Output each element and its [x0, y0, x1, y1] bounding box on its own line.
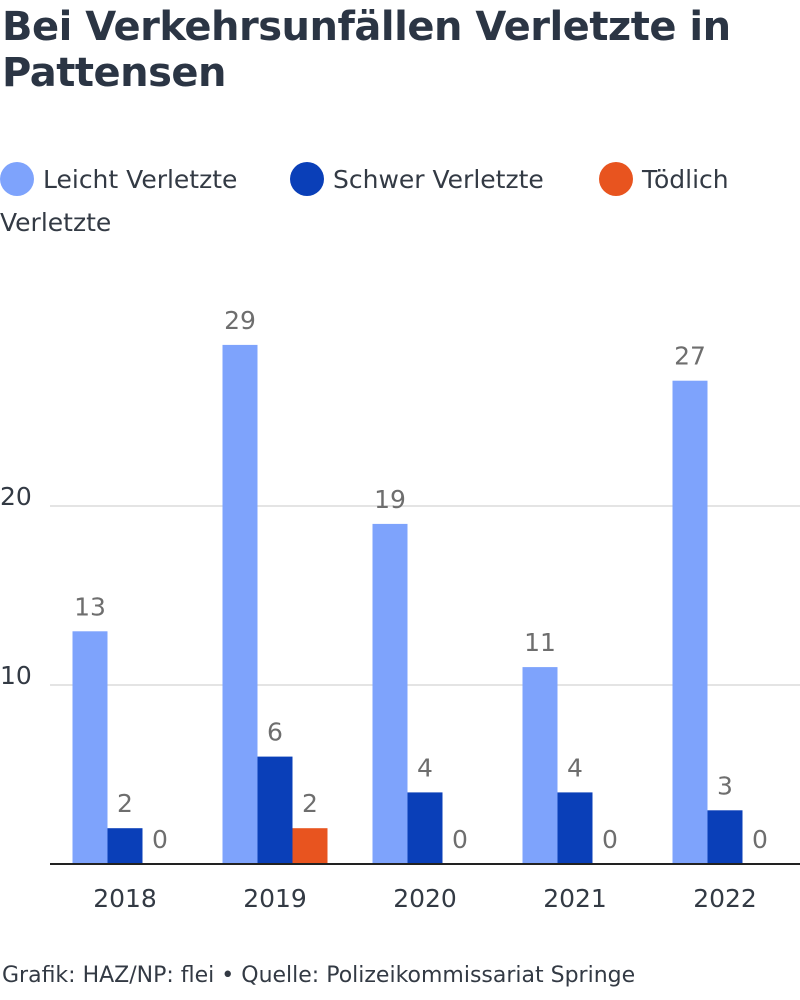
- bar-value-label: 2: [117, 789, 133, 818]
- bar: [257, 756, 293, 864]
- x-tick-label: 2018: [93, 884, 157, 913]
- bar-value-label: 19: [374, 485, 406, 514]
- chart-title: Bei Verkehrsunfällen Verletzte in Patten…: [2, 4, 798, 96]
- bar: [707, 810, 743, 864]
- bar-value-label: 6: [267, 718, 283, 747]
- bar: [372, 523, 408, 864]
- legend-swatch-schwer-verletzte: [290, 162, 324, 196]
- y-tick-label: 20: [0, 482, 32, 511]
- legend-label-toedlich: Tödlich: [642, 165, 729, 194]
- bar: [292, 828, 328, 864]
- bar-value-label: 4: [417, 753, 433, 782]
- x-tick-label: 2020: [393, 884, 457, 913]
- source-footer: Grafik: HAZ/NP: flei • Quelle: Polizeiko…: [2, 963, 636, 988]
- bar-value-label: 0: [452, 825, 468, 854]
- bar-value-label: 0: [152, 825, 168, 854]
- chart-title-line-2: Pattensen: [2, 50, 227, 96]
- legend-swatch-leicht-verletzte: [0, 162, 34, 196]
- x-tick-label: 2019: [243, 884, 307, 913]
- legend: Leicht Verletzte Schwer Verletzte Tödlic…: [0, 160, 800, 250]
- bar-value-label: 27: [674, 342, 706, 371]
- bar: [107, 828, 143, 864]
- bar-value-label: 4: [567, 753, 583, 782]
- legend-label-leicht-verletzte: Leicht Verletzte: [43, 165, 238, 194]
- legend-label-schwer-verletzte: Schwer Verletzte: [333, 165, 544, 194]
- bar: [672, 380, 708, 864]
- chart-title-line-1: Bei Verkehrsunfällen Verletzte in: [2, 4, 731, 50]
- legend-label-toedlich-continued: Verletzte: [0, 208, 112, 237]
- bar: [407, 792, 443, 864]
- bar: [557, 792, 593, 864]
- legend-swatch-toedlich-verletzte: [599, 162, 633, 196]
- bar-value-label: 2: [302, 789, 318, 818]
- bar-value-label: 13: [74, 592, 106, 621]
- bar-value-label: 0: [752, 825, 768, 854]
- bar-value-label: 29: [224, 306, 256, 335]
- x-tick-label: 2022: [693, 884, 757, 913]
- y-tick-label: 10: [0, 661, 32, 690]
- bar-value-label: 11: [524, 628, 556, 657]
- bar: [72, 631, 108, 864]
- bar-value-label: 3: [717, 771, 733, 800]
- bar-value-label: 0: [602, 825, 618, 854]
- bar: [222, 344, 258, 864]
- bar: [522, 667, 558, 864]
- x-tick-label: 2021: [543, 884, 607, 913]
